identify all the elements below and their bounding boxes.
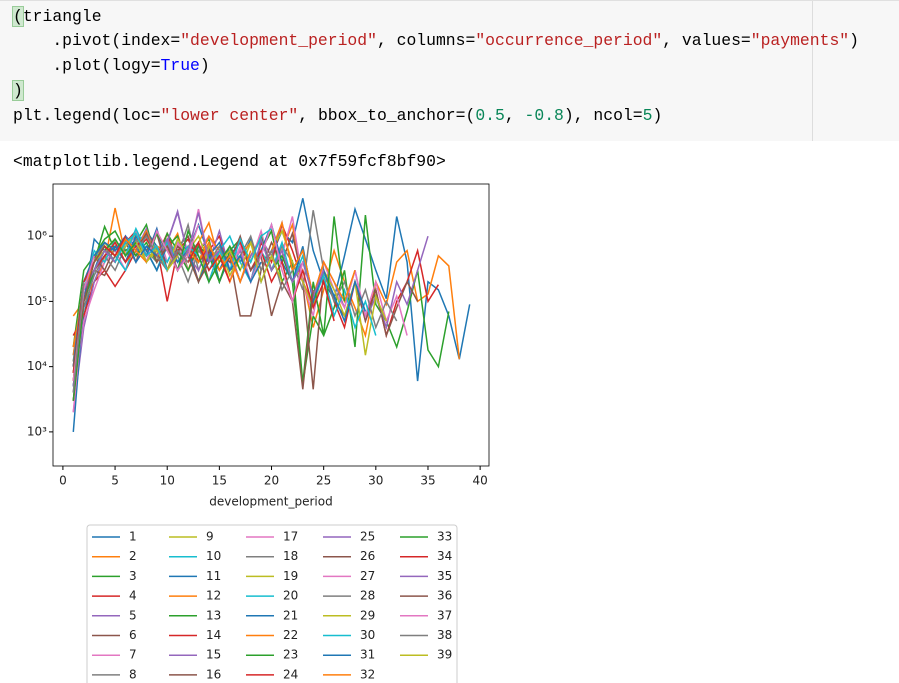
- cell-output: <matplotlib.legend.Legend at 0x7f59fcf8b…: [13, 152, 446, 171]
- x-tick-label: 40: [472, 474, 487, 488]
- series-line: [72, 231, 314, 390]
- legend-label: 19: [283, 569, 298, 583]
- legend-label: 38: [437, 628, 452, 642]
- code-token: (: [12, 6, 24, 27]
- y-tick-label: 10⁵: [27, 294, 47, 308]
- x-tick-label: 30: [368, 474, 383, 488]
- x-tick-label: 35: [420, 474, 435, 488]
- legend-label: 25: [360, 530, 375, 544]
- code-token: True: [160, 56, 200, 75]
- legend-label: 18: [283, 549, 298, 563]
- code-token: "lower center": [160, 106, 299, 125]
- code-line: .pivot(index="development_period", colum…: [13, 31, 859, 50]
- legend-label: 24: [283, 667, 298, 681]
- legend-box: [86, 524, 458, 683]
- legend-label: 29: [360, 608, 375, 622]
- code-token: ), ncol=: [563, 106, 643, 125]
- legend-label: 22: [283, 628, 298, 642]
- code-token: "payments": [750, 31, 850, 50]
- code-line: .plot(logy=True): [13, 56, 210, 75]
- ruler: [812, 1, 813, 141]
- code-token: , columns=: [376, 31, 476, 50]
- legend-label: 7: [129, 648, 137, 662]
- legend-label: 1: [129, 530, 137, 544]
- code-token: plt.legend(loc=: [13, 106, 161, 125]
- legend-label: 11: [206, 569, 221, 583]
- code-token: , values=: [662, 31, 751, 50]
- legend-label: 4: [129, 589, 137, 603]
- legend-label: 35: [437, 569, 452, 583]
- code-token: ): [199, 56, 210, 75]
- legend-label: 27: [360, 569, 375, 583]
- x-axis-label: development_period: [209, 495, 332, 509]
- series-line: [72, 281, 85, 393]
- x-tick-label: 15: [212, 474, 227, 488]
- legend-label: 14: [206, 628, 221, 642]
- code-line: plt.legend(loc="lower center", bbox_to_a…: [13, 106, 662, 125]
- legend-label: 33: [437, 530, 452, 544]
- legend-label: 9: [206, 530, 214, 544]
- legend-label: 17: [283, 530, 298, 544]
- code-token: 0.5: [475, 106, 505, 125]
- legend-label: 15: [206, 648, 221, 662]
- legend-label: 16: [206, 667, 221, 681]
- code-token: .plot(logy=: [13, 56, 161, 75]
- legend-label: 13: [206, 608, 221, 622]
- legend-label: 23: [283, 648, 298, 662]
- code-token: ): [849, 31, 859, 50]
- legend-label: 31: [360, 648, 375, 662]
- code-token: "development_period": [180, 31, 377, 50]
- legend-label: 28: [360, 589, 375, 603]
- legend-label: 5: [129, 608, 137, 622]
- code-token: -0.8: [524, 106, 564, 125]
- x-tick-label: 0: [59, 474, 67, 488]
- code-token: triangle: [22, 7, 102, 26]
- y-tick-label: 10⁶: [27, 229, 47, 243]
- x-tick-label: 20: [264, 474, 279, 488]
- legend-label: 30: [360, 628, 375, 642]
- code-line: (triangle: [12, 6, 102, 27]
- code-token: ): [12, 80, 24, 101]
- code-cell[interactable]: (triangle .pivot(index="development_peri…: [0, 0, 899, 141]
- legend-label: 37: [437, 608, 452, 622]
- legend-label: 10: [206, 549, 221, 563]
- legend-label: 3: [129, 569, 137, 583]
- legend-label: 34: [437, 549, 452, 563]
- code-line: ): [12, 80, 24, 101]
- legend-label: 6: [129, 628, 137, 642]
- series-line: [72, 232, 377, 356]
- x-tick-label: 10: [160, 474, 175, 488]
- code-token: ): [652, 106, 663, 125]
- x-tick-label: 5: [111, 474, 119, 488]
- code-token: , bbox_to_anchor=(: [298, 106, 476, 125]
- legend-label: 26: [360, 549, 375, 563]
- y-tick-label: 10³: [27, 424, 47, 438]
- legend-label: 12: [206, 589, 221, 603]
- series-line: [72, 226, 272, 374]
- code-token: 5: [642, 106, 653, 125]
- code-token: "occurrence_period": [475, 31, 663, 50]
- legend-label: 32: [360, 667, 375, 681]
- legend-label: 2: [129, 549, 137, 563]
- code-token: .pivot(index=: [13, 31, 181, 50]
- legend-label: 8: [129, 667, 137, 681]
- legend-label: 36: [437, 589, 452, 603]
- code-token: ,: [504, 106, 525, 125]
- y-tick-label: 10⁴: [27, 359, 47, 373]
- x-tick-label: 25: [316, 474, 331, 488]
- series-line: [72, 234, 158, 367]
- legend-label: 39: [437, 648, 452, 662]
- legend-label: 21: [283, 608, 298, 622]
- axes-frame: [52, 183, 490, 467]
- legend-label: 20: [283, 589, 298, 603]
